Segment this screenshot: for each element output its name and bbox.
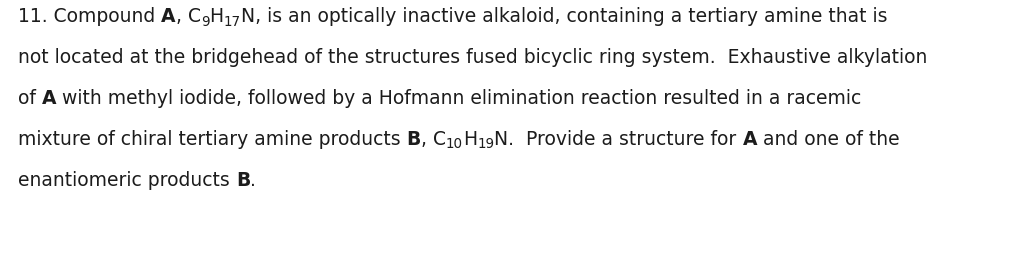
Text: enantiomeric products: enantiomeric products	[18, 171, 236, 190]
Text: of: of	[18, 89, 41, 108]
Text: N.  Provide a structure for: N. Provide a structure for	[493, 130, 742, 149]
Text: N, is an optically inactive alkaloid, containing a tertiary amine that is: N, is an optically inactive alkaloid, co…	[241, 7, 887, 26]
Text: A: A	[161, 7, 176, 26]
Text: H: H	[463, 130, 476, 149]
Text: , C: , C	[421, 130, 446, 149]
Text: B: B	[236, 171, 250, 190]
Text: mixture of chiral tertiary amine products: mixture of chiral tertiary amine product…	[18, 130, 406, 149]
Text: not located at the bridgehead of the structures fused bicyclic ring system.  Exh: not located at the bridgehead of the str…	[18, 48, 926, 67]
Text: with methyl iodide, followed by a Hofmann elimination reaction resulted in a rac: with methyl iodide, followed by a Hofman…	[57, 89, 860, 108]
Text: 10: 10	[446, 138, 463, 152]
Text: A: A	[742, 130, 756, 149]
Text: 19: 19	[476, 138, 493, 152]
Text: H: H	[209, 7, 223, 26]
Text: .: .	[250, 171, 256, 190]
Text: A: A	[41, 89, 57, 108]
Text: 9: 9	[200, 15, 209, 29]
Text: and one of the: and one of the	[756, 130, 899, 149]
Text: B: B	[406, 130, 421, 149]
Text: 11. Compound: 11. Compound	[18, 7, 161, 26]
Text: 17: 17	[223, 15, 241, 29]
Text: , C: , C	[176, 7, 200, 26]
